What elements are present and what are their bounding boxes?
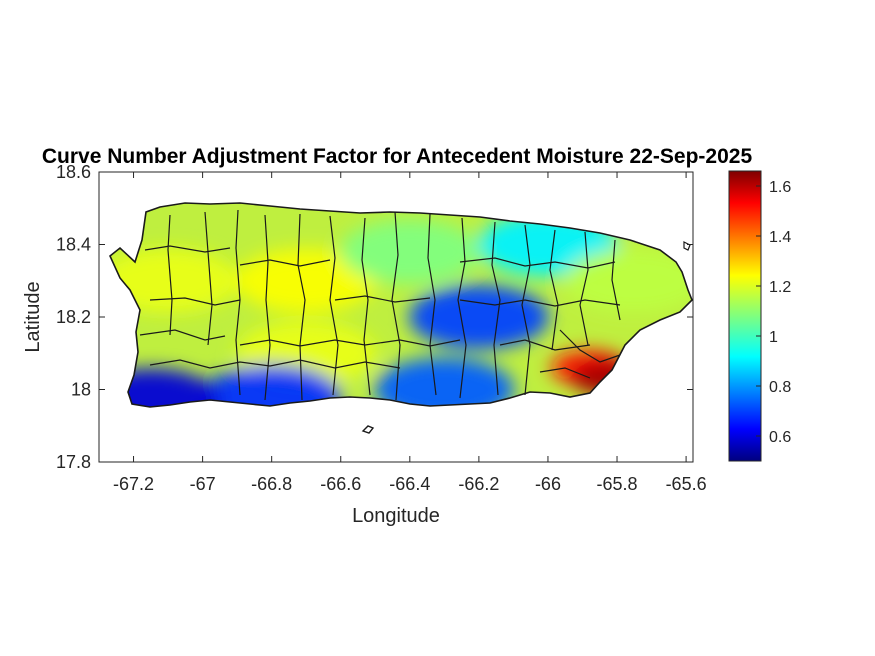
colorbar-tick-label: 0.8 (769, 379, 791, 396)
x-tick-label: -65.8 (597, 474, 638, 494)
colorbar (728, 170, 762, 462)
y-tick-label: 17.8 (56, 452, 91, 472)
x-axis: -67.2 -67 -66.8 -66.6 -66.4 -66.2 -66 -65.8 -65.… (113, 172, 707, 494)
x-tick-label: -65.6 (666, 474, 707, 494)
island-outline (109, 202, 693, 408)
colorbar-tick-label: 1.6 (769, 179, 791, 196)
x-tick-label: -67.2 (113, 474, 154, 494)
x-tick-label: -66.4 (389, 474, 430, 494)
y-axis: 17.8 18 18.2 18.4 18.6 (56, 162, 693, 472)
field-region (564, 248, 692, 313)
field-region (408, 285, 549, 349)
municipality-boundaries (109, 202, 693, 434)
colorbar-ticks: 0.6 0.8 1 1.2 1.4 1.6 (756, 179, 791, 446)
x-tick-label: -66.6 (320, 474, 361, 494)
y-axis-label: Latitude (22, 281, 44, 352)
colorbar-tick-label: 1.2 (769, 279, 791, 296)
field-region (236, 248, 377, 313)
x-tick-label: -66.2 (458, 474, 499, 494)
boundary-lines (139, 209, 621, 401)
field-region (201, 364, 342, 407)
y-tick-label: 18.4 (56, 235, 91, 255)
colorbar-tick-label: 1 (769, 329, 778, 346)
y-tick-label: 18.2 (56, 307, 91, 327)
field-region (339, 219, 480, 284)
chart-title: Curve Number Adjustment Factor for Antec… (42, 145, 753, 168)
y-tick-label: 18 (71, 380, 91, 400)
x-tick-label: -67 (190, 474, 216, 494)
y-tick-label: 18.6 (56, 162, 91, 182)
x-axis-label: Longitude (352, 505, 440, 527)
x-tick-label: -66 (535, 474, 561, 494)
colorbar-tick-label: 0.6 (769, 429, 791, 446)
x-tick-label: -66.8 (251, 474, 292, 494)
vieques-outline (361, 425, 375, 434)
colorbar-tick-label: 1.4 (769, 229, 791, 246)
